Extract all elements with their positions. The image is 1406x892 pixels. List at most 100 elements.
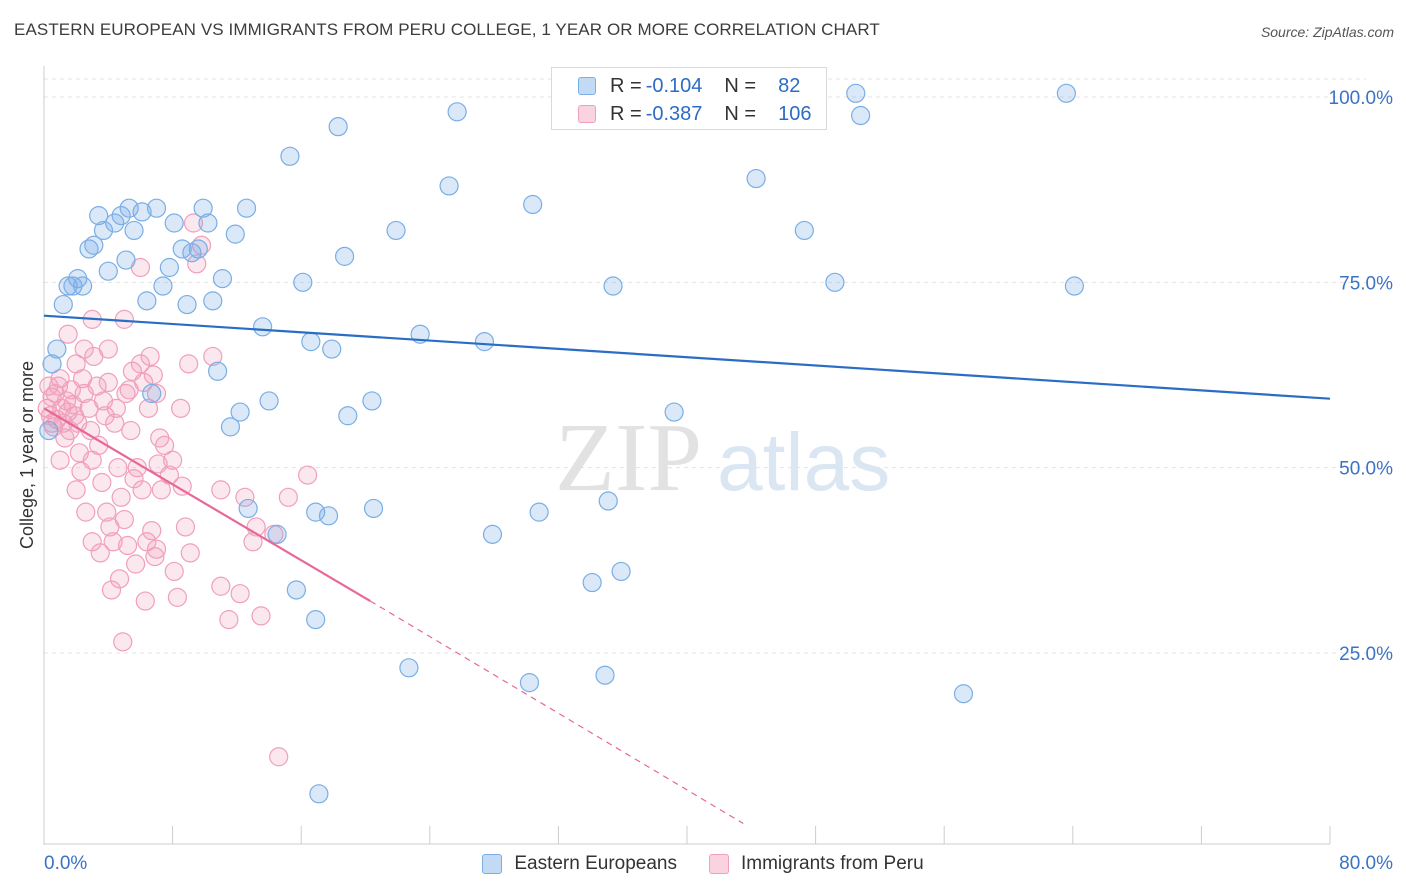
eastern-point-37 bbox=[236, 198, 257, 218]
x-tick-label-min: 0.0% bbox=[44, 853, 87, 874]
n-label: N = bbox=[724, 102, 757, 125]
peru-point-24 bbox=[76, 502, 96, 522]
peru-point-35 bbox=[95, 406, 115, 426]
r-value-eastern: -0.104 bbox=[645, 74, 703, 97]
n-value-peru: 106 bbox=[778, 102, 812, 125]
legend-item-peru[interactable]: Immigrants from Peru bbox=[709, 853, 924, 875]
eastern-point-62 bbox=[482, 524, 503, 544]
peru-point-1 bbox=[39, 376, 59, 396]
peru-point-58 bbox=[134, 372, 154, 393]
peru-point-95 bbox=[98, 339, 118, 359]
peru-point-64 bbox=[143, 365, 163, 385]
eastern-point-28 bbox=[188, 239, 208, 259]
eastern-point-77 bbox=[953, 684, 974, 704]
peru-point-7 bbox=[48, 376, 69, 396]
eastern-point-47 bbox=[309, 784, 329, 804]
eastern-point-57 bbox=[399, 658, 419, 678]
eastern-point-72 bbox=[746, 168, 766, 189]
legend-item-eastern[interactable]: Eastern Europeans bbox=[482, 853, 677, 875]
peru-trend-line bbox=[43, 407, 371, 603]
source-label: Source: ZipAtlas.com bbox=[1260, 24, 1394, 40]
x-tick-label-max: 80.0% bbox=[1339, 853, 1393, 874]
peru-point-62 bbox=[140, 346, 160, 367]
r-label: R = bbox=[610, 102, 642, 125]
eastern-point-3 bbox=[53, 294, 73, 315]
eastern-point-44 bbox=[293, 272, 313, 292]
peru-point-80 bbox=[191, 235, 212, 255]
eastern-point-59 bbox=[439, 176, 459, 196]
eastern-point-79 bbox=[1064, 276, 1085, 296]
eastern-point-9 bbox=[84, 235, 104, 255]
eastern-point-38 bbox=[238, 498, 258, 519]
r-label: R = bbox=[610, 74, 642, 97]
peru-point-37 bbox=[98, 372, 118, 393]
eastern-point-12 bbox=[98, 261, 118, 281]
eastern-point-24 bbox=[164, 213, 184, 233]
peru-point-104 bbox=[179, 354, 199, 374]
eastern-point-54 bbox=[362, 391, 382, 411]
eastern-point-71 bbox=[664, 402, 684, 422]
y-axis-label: College, 1 year or more bbox=[17, 361, 37, 549]
axes bbox=[43, 66, 1331, 845]
eastern-point-75 bbox=[846, 83, 866, 103]
eastern-point-56 bbox=[386, 220, 406, 241]
peru-point-98 bbox=[146, 383, 167, 404]
eastern-swatch-icon bbox=[578, 77, 596, 95]
eastern-point-14 bbox=[111, 206, 131, 226]
peru-point-91 bbox=[278, 487, 298, 507]
peru-point-100 bbox=[82, 450, 102, 470]
eastern-point-0 bbox=[39, 420, 59, 441]
peru-trend-dashed bbox=[370, 600, 744, 824]
peru-point-33 bbox=[92, 472, 112, 493]
eastern-legend-swatch-icon bbox=[482, 854, 503, 874]
y-tick-label-50: 50.0% bbox=[1339, 459, 1393, 480]
peru-point-3 bbox=[42, 387, 62, 407]
peru-point-53 bbox=[124, 469, 144, 489]
eastern-point-66 bbox=[582, 572, 602, 593]
eastern-point-61 bbox=[474, 332, 495, 352]
peru-point-36 bbox=[97, 502, 117, 522]
data-points bbox=[37, 83, 1085, 804]
eastern-point-76 bbox=[851, 105, 871, 126]
eastern-point-1 bbox=[42, 354, 62, 374]
peru-point-66 bbox=[146, 539, 167, 559]
peru-point-105 bbox=[211, 576, 231, 596]
eastern-point-43 bbox=[286, 580, 306, 600]
eastern-point-11 bbox=[93, 220, 114, 241]
eastern-point-34 bbox=[220, 417, 241, 437]
peru-point-65 bbox=[145, 547, 165, 567]
eastern-point-70 bbox=[611, 561, 631, 582]
peru-point-69 bbox=[151, 480, 171, 500]
peru-point-40 bbox=[103, 532, 123, 552]
peru-point-101 bbox=[66, 480, 86, 500]
peru-point-102 bbox=[50, 450, 70, 470]
eastern-point-51 bbox=[328, 117, 348, 137]
legend-label-peru: Immigrants from Peru bbox=[741, 853, 924, 874]
eastern-point-74 bbox=[825, 272, 845, 292]
eastern-point-42 bbox=[280, 146, 300, 166]
peru-swatch-icon bbox=[578, 105, 596, 123]
peru-point-45 bbox=[111, 487, 131, 507]
y-tick-label-75: 75.0% bbox=[1339, 273, 1393, 294]
peru-point-47 bbox=[114, 509, 134, 530]
eastern-point-63 bbox=[519, 673, 540, 693]
legend-label-eastern: Eastern Europeans bbox=[514, 853, 677, 874]
peru-point-85 bbox=[235, 487, 255, 507]
peru-point-79 bbox=[187, 254, 207, 274]
eastern-point-15 bbox=[116, 250, 136, 270]
peru-point-63 bbox=[142, 521, 162, 541]
legend-row-peru: R = -0.387 N = 106 bbox=[578, 99, 811, 129]
eastern-point-16 bbox=[119, 198, 139, 218]
y-tick-label-25: 25.0% bbox=[1339, 644, 1393, 665]
peru-point-43 bbox=[108, 458, 128, 478]
eastern-point-73 bbox=[794, 220, 814, 241]
eastern-point-19 bbox=[137, 291, 157, 311]
eastern-point-69 bbox=[603, 276, 623, 296]
peru-point-51 bbox=[121, 420, 141, 441]
grid-lines bbox=[44, 78, 1366, 654]
stats-legend: R = -0.104 N = 82 R = -0.387 N = 106 bbox=[551, 67, 827, 130]
eastern-point-52 bbox=[335, 246, 355, 266]
peru-point-59 bbox=[135, 591, 155, 611]
series-legend: Eastern Europeans Immigrants from Peru bbox=[0, 851, 1406, 877]
peru-point-72 bbox=[164, 561, 184, 582]
